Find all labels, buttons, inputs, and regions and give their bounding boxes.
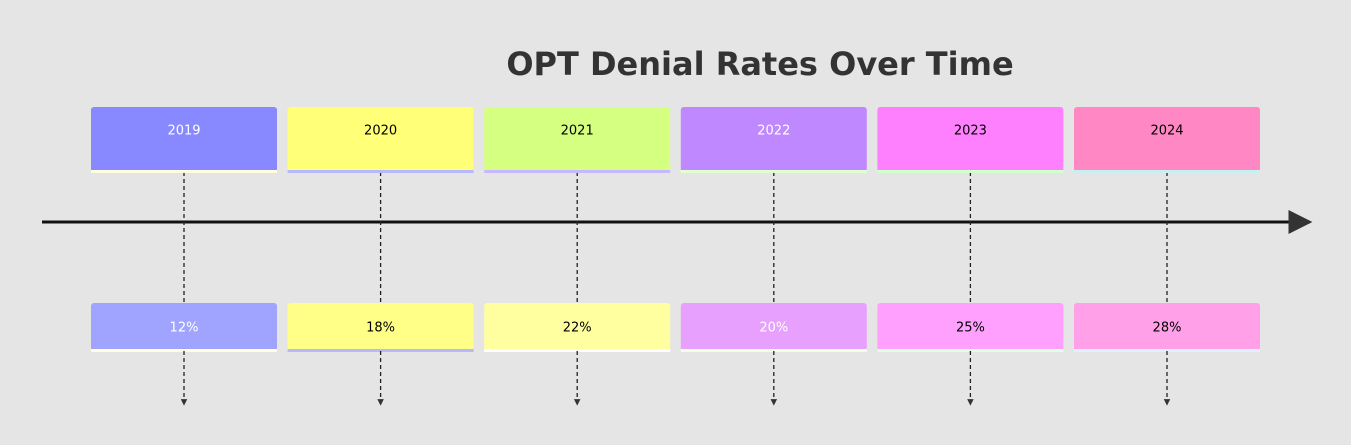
event-edge [91,349,277,352]
event-box [287,303,474,351]
event-label: 28% [1153,321,1182,336]
period-box [1074,107,1260,172]
period-label: 2023 [954,124,987,139]
period-edge [287,170,474,173]
event-edge [680,349,867,352]
event-label: 12% [170,321,199,336]
event-box [680,303,867,351]
period-edge [1074,170,1260,173]
period-label: 2021 [561,124,594,139]
period-label: 2024 [1150,124,1183,139]
period-box [877,107,1064,172]
period-edge [91,170,277,173]
period-edge [877,170,1064,173]
event-edge [877,349,1064,352]
period-box [287,107,474,172]
event-edge [287,349,474,352]
period-box [484,107,671,172]
period-edge [484,170,671,173]
period-box [680,107,867,172]
event-box [484,303,671,351]
event-box [877,303,1064,351]
event-label: 18% [366,321,395,336]
event-label: 22% [563,321,592,336]
title: OPT Denial Rates Over Time [506,45,1013,83]
event-box [1074,303,1260,351]
period-label: 2019 [167,124,200,139]
period-label: 2020 [364,124,397,139]
period-box [91,107,277,172]
period-edge [680,170,867,173]
period-label: 2022 [757,124,790,139]
event-edge [484,349,671,352]
event-box [91,303,277,351]
event-edge [1074,349,1260,352]
event-label: 25% [956,321,985,336]
event-label: 20% [759,321,788,336]
